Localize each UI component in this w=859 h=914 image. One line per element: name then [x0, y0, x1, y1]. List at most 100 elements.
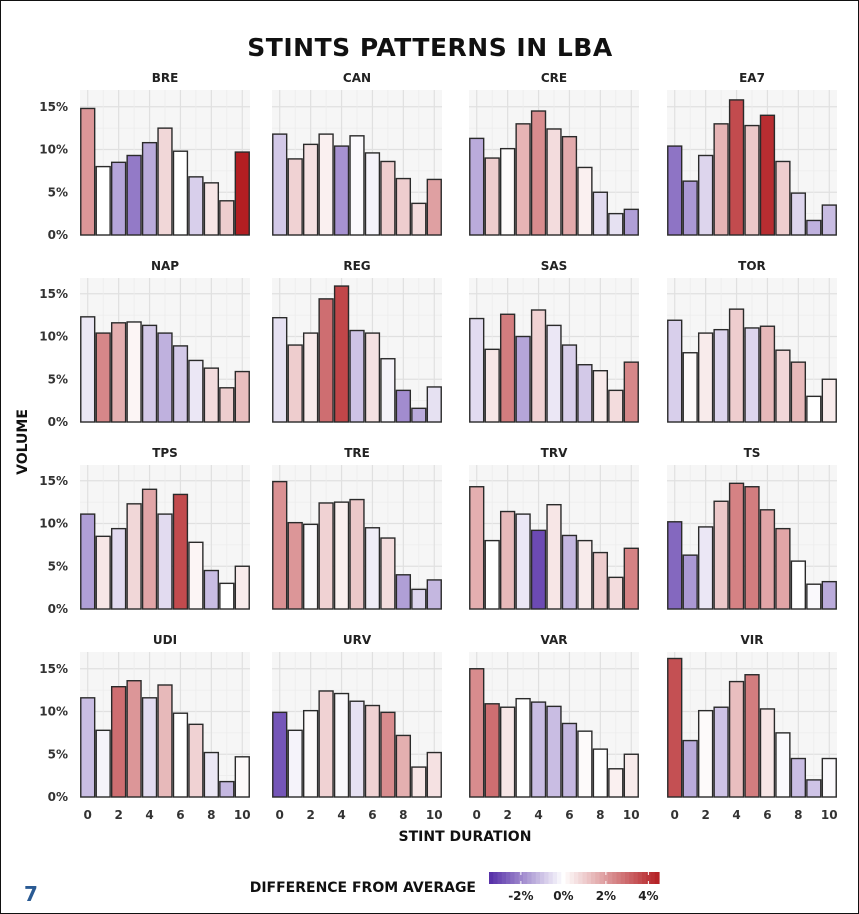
bar	[333, 501, 350, 610]
bar	[395, 574, 412, 610]
bar	[499, 706, 516, 798]
bar	[318, 133, 334, 236]
bar	[203, 367, 220, 423]
bar	[561, 344, 578, 423]
legend-gradient-segment	[548, 872, 554, 884]
x-tick-label: 4	[337, 808, 345, 822]
y-tick-label: 5%	[48, 559, 68, 573]
bar	[728, 680, 745, 798]
bar	[759, 114, 776, 236]
bar	[821, 580, 837, 610]
bar	[364, 332, 381, 423]
bar	[469, 668, 485, 798]
bar	[499, 510, 516, 610]
bar	[110, 686, 127, 798]
bar	[682, 352, 698, 423]
y-tick-label: 0%	[48, 790, 68, 804]
y-tick-label: 0%	[48, 228, 68, 242]
x-tick-label: 8	[596, 808, 604, 822]
legend-gradient-segment	[552, 872, 558, 884]
bar	[608, 576, 624, 610]
bar	[577, 364, 593, 423]
x-tick-label: 0	[84, 808, 92, 822]
bar	[728, 99, 745, 236]
bar	[219, 200, 235, 236]
x-tick-label: 4	[145, 808, 153, 822]
bar	[157, 684, 173, 798]
bar	[234, 756, 250, 798]
bar	[484, 539, 500, 610]
x-tick-label: 10	[821, 808, 838, 822]
bar	[380, 358, 396, 423]
bar	[188, 723, 204, 798]
facet-label: REG	[343, 259, 370, 273]
facet-label: TRE	[344, 446, 370, 460]
bar	[302, 523, 319, 610]
bar	[318, 690, 334, 798]
bar	[95, 165, 111, 236]
bar	[287, 344, 303, 423]
bar	[349, 700, 365, 798]
bar	[172, 345, 189, 423]
bar	[287, 729, 303, 798]
bar	[546, 503, 562, 610]
bar	[287, 158, 303, 236]
bar	[713, 500, 729, 610]
legend-gradient-segment	[506, 872, 511, 884]
y-axis-label: VOLUME	[15, 409, 31, 475]
bar	[95, 535, 111, 610]
bar	[333, 692, 350, 798]
bar	[759, 708, 776, 798]
legend-tick-label: 4%	[638, 889, 658, 903]
legend-gradient-segment	[493, 872, 499, 884]
bar	[80, 316, 96, 423]
bar	[172, 712, 189, 798]
bar	[592, 370, 609, 423]
legend-gradient-segment	[599, 872, 605, 884]
bar	[469, 317, 485, 423]
bar	[530, 701, 547, 798]
legend-gradient-segment	[518, 872, 524, 884]
bar	[203, 751, 220, 798]
bar	[499, 313, 516, 423]
y-tick-label: 0%	[48, 602, 68, 616]
facet-label: NAP	[151, 259, 179, 273]
bar	[349, 135, 365, 236]
x-tick-label: 4	[534, 808, 542, 822]
bar	[426, 579, 442, 610]
bar	[623, 547, 639, 610]
facet-label: UDI	[153, 633, 177, 647]
facet-label: SAS	[541, 259, 568, 273]
y-tick-label: 10%	[39, 143, 68, 157]
facet-label: TPS	[152, 446, 178, 460]
x-tick-label: 10	[234, 808, 251, 822]
legend-gradient-segment	[501, 872, 507, 884]
bar	[821, 757, 837, 798]
bar	[318, 502, 334, 610]
facet-label: CAN	[343, 71, 371, 85]
bar	[530, 309, 547, 423]
bar	[126, 321, 142, 423]
bar	[272, 316, 288, 423]
bar	[806, 779, 822, 798]
bar	[349, 329, 365, 423]
bar	[592, 191, 609, 236]
bar	[157, 332, 173, 423]
bar	[484, 348, 500, 423]
bar	[744, 327, 760, 423]
legend-gradient-segment	[514, 872, 520, 884]
bar	[577, 730, 593, 798]
bar	[775, 527, 791, 610]
bar	[126, 154, 142, 236]
bar	[141, 324, 158, 423]
y-tick-label: 0%	[48, 415, 68, 429]
bar	[287, 521, 303, 610]
bar	[561, 722, 578, 798]
bar	[608, 768, 624, 798]
bar	[110, 322, 127, 423]
legend-gradient-segment	[523, 872, 528, 884]
facet-label: TOR	[738, 259, 766, 273]
bar	[411, 588, 427, 610]
bar	[608, 212, 624, 236]
x-tick-label: 2	[306, 808, 314, 822]
